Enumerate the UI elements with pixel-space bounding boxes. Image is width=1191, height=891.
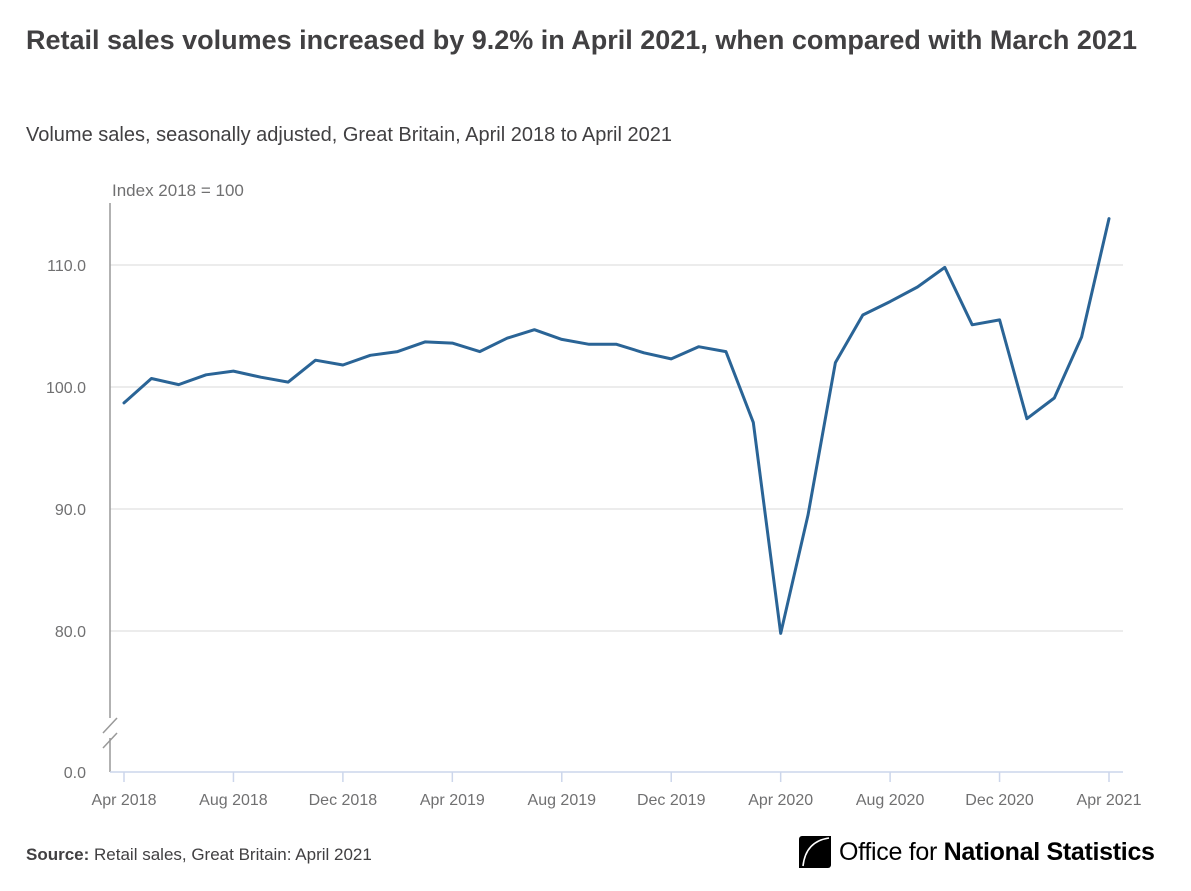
y-tick-labels: 0.0 80.0 90.0 100.0 110.0 (46, 258, 86, 782)
data-point[interactable] (611, 338, 623, 350)
x-tick-labels: Apr 2018 Aug 2018 Dec 2018 Apr 2019 Aug 2019… (92, 772, 1142, 809)
data-point[interactable] (200, 369, 212, 381)
x-tick-label: Apr 2018 (92, 792, 157, 809)
data-point[interactable] (145, 372, 157, 384)
ons-logo-icon (799, 836, 831, 868)
logo-text-bold: National Statistics (943, 837, 1155, 866)
data-point[interactable] (1021, 413, 1033, 425)
data-point[interactable] (665, 353, 677, 365)
axes (102, 203, 1123, 773)
x-tick-label: Aug 2020 (856, 792, 925, 809)
data-point[interactable] (802, 509, 814, 521)
y-axis-label: Index 2018 = 100 (112, 181, 244, 200)
data-point[interactable] (419, 336, 431, 348)
x-tick-label: Apr 2019 (420, 792, 485, 809)
ons-logo-text: Office for National Statistics (839, 838, 1155, 867)
data-point[interactable] (638, 347, 650, 359)
data-point[interactable] (173, 379, 185, 391)
y-tick-label: 110.0 (47, 258, 86, 275)
y-tick-label: 80.0 (55, 624, 86, 641)
data-point[interactable] (556, 333, 568, 345)
data-point[interactable] (528, 324, 540, 336)
data-point[interactable] (693, 341, 705, 353)
data-point[interactable] (501, 332, 513, 344)
data-point[interactable] (310, 354, 322, 366)
data-point[interactable] (1103, 213, 1115, 225)
data-point[interactable] (392, 346, 404, 358)
line-chart: 0.0 80.0 90.0 100.0 110.0 Apr 2018 Aug 2018 De… (46, 181, 1142, 809)
x-tick-label: Dec 2018 (309, 792, 378, 809)
data-point[interactable] (857, 309, 869, 321)
data-point[interactable] (364, 349, 376, 361)
data-point[interactable] (282, 376, 294, 388)
x-tick-label: Aug 2019 (528, 792, 597, 809)
y-tick-label: 100.0 (46, 380, 86, 397)
y-tick-label: 90.0 (55, 502, 86, 519)
source-label: Source: (26, 845, 90, 864)
data-point[interactable] (829, 357, 841, 369)
chart-title: Retail sales volumes increased by 9.2% i… (26, 25, 1137, 55)
data-point[interactable] (994, 314, 1006, 326)
y-tick-label: 0.0 (64, 765, 86, 782)
x-tick-label: Apr 2020 (748, 792, 813, 809)
series-group (118, 213, 1115, 639)
data-point[interactable] (446, 337, 458, 349)
data-point[interactable] (227, 365, 239, 377)
x-tick-label: Apr 2021 (1077, 792, 1142, 809)
data-point[interactable] (720, 346, 732, 358)
data-point[interactable] (583, 338, 595, 350)
data-point[interactable] (884, 296, 896, 308)
data-point[interactable] (1048, 392, 1060, 404)
series-line[interactable] (122, 217, 1111, 635)
data-point[interactable] (775, 627, 787, 639)
data-point[interactable] (1076, 331, 1088, 343)
axis-break-icon (102, 717, 118, 749)
data-point[interactable] (474, 346, 486, 358)
x-tick-label: Dec 2019 (637, 792, 706, 809)
data-point[interactable] (911, 281, 923, 293)
data-point[interactable] (747, 416, 759, 428)
logo-text-light: Office for (839, 837, 944, 866)
ons-logo: Office for National Statistics (799, 836, 1155, 868)
source-text: Retail sales, Great Britain: April 2021 (89, 845, 372, 864)
source-note: Source: Retail sales, Great Britain: Apr… (26, 845, 372, 865)
data-point[interactable] (255, 371, 267, 383)
data-point[interactable] (118, 397, 130, 409)
chart-subtitle: Volume sales, seasonally adjusted, Great… (26, 124, 672, 146)
data-point[interactable] (939, 261, 951, 273)
data-point[interactable] (966, 319, 978, 331)
gridlines (110, 264, 1123, 632)
data-point[interactable] (337, 359, 349, 371)
x-tick-label: Aug 2018 (199, 792, 268, 809)
x-tick-label: Dec 2020 (965, 792, 1034, 809)
